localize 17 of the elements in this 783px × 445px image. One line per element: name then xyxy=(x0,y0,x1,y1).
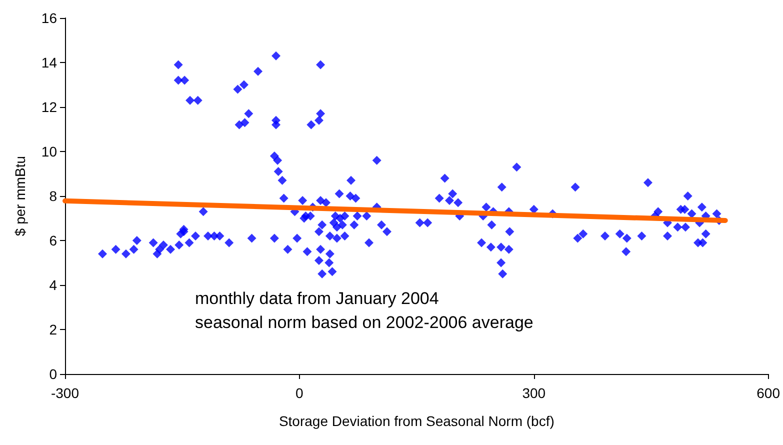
y-tick-label: 6 xyxy=(49,232,58,248)
x-tick-label: -300 xyxy=(50,385,80,401)
y-tick-label: 12 xyxy=(41,99,58,115)
y-tick-label: 8 xyxy=(49,188,58,204)
y-axis-title: $ per mmBtu xyxy=(12,156,28,236)
x-tick-label: 600 xyxy=(756,385,780,401)
y-tick-label: 2 xyxy=(49,322,58,338)
y-tick-label: 0 xyxy=(49,366,58,382)
x-tick-label: 300 xyxy=(522,385,546,401)
annotation: seasonal norm based on 2002-2006 average xyxy=(195,313,534,332)
x-tick-label: 0 xyxy=(296,385,304,401)
x-axis-title: Storage Deviation from Seasonal Norm (bcf) xyxy=(278,413,554,429)
y-tick-label: 16 xyxy=(41,10,58,26)
y-tick-label: 14 xyxy=(41,54,58,70)
annotation: monthly data from January 2004 xyxy=(195,289,439,308)
y-tick-label: 4 xyxy=(49,277,58,293)
y-tick-label: 10 xyxy=(41,144,58,160)
